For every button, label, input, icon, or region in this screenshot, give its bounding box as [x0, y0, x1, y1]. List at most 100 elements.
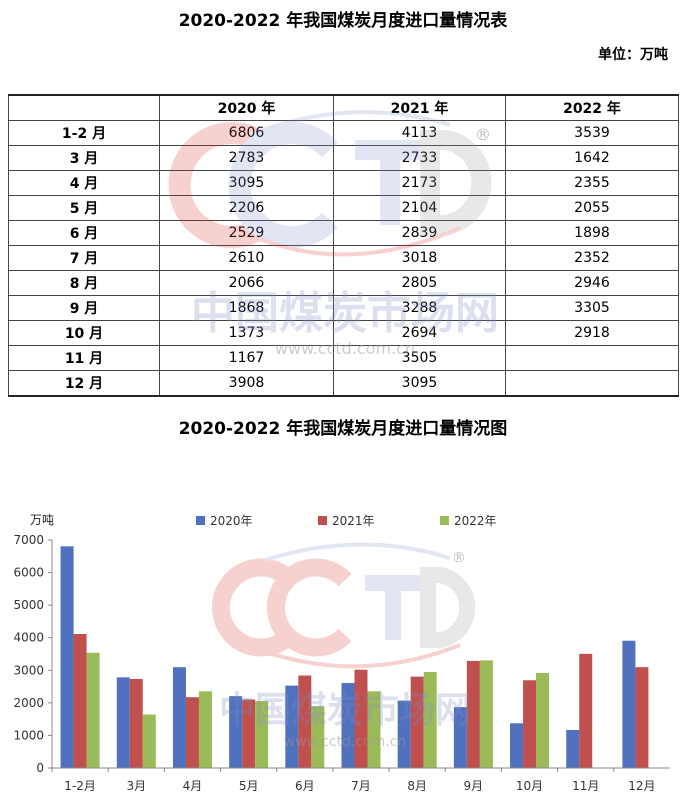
bar-2021年-5月: [242, 699, 256, 768]
value-cell-2021: 2173: [333, 170, 506, 196]
month-cell: 10 月: [8, 320, 160, 346]
month-cell: 8 月: [8, 270, 160, 296]
value-cell-2021: 2733: [333, 145, 506, 171]
bar-2022年-4月: [198, 691, 212, 768]
x-tick-label: 8月: [407, 779, 427, 793]
value-cell-2022: 1642: [505, 145, 679, 171]
bar-2020年-9月: [453, 707, 467, 768]
header-cell-2020: 2020 年: [159, 94, 334, 121]
month-cell: 5 月: [8, 195, 160, 221]
bar-2022年-10月: [536, 672, 550, 768]
value-cell-2020: 2783: [159, 145, 334, 171]
value-cell-2022: [505, 370, 679, 397]
bar-2021年-9月: [466, 660, 480, 768]
table-row: 12 月 3908 3095: [8, 370, 679, 397]
y-tick-label: 5000: [13, 598, 44, 612]
table-row: 1-2 月 6806 4113 3539: [8, 120, 679, 146]
bar-2020年-8月: [397, 700, 411, 768]
value-cell-2022: 2352: [505, 245, 679, 271]
value-cell-2020: 3095: [159, 170, 334, 196]
table-title: 2020-2022 年我国煤炭月度进口量情况表: [178, 11, 508, 31]
header-cell-2021: 2021 年: [333, 94, 506, 121]
x-tick-label: 11月: [572, 779, 599, 793]
value-cell-2020: 3908: [159, 370, 334, 397]
x-tick-label: 10月: [516, 779, 543, 793]
bar-2020年-6月: [285, 685, 299, 768]
bar-2022年-7月: [367, 691, 381, 768]
bar-2021年-10月: [523, 680, 537, 768]
x-tick-label: 1-2月: [64, 779, 96, 793]
chart-watermark-swoosh-lower: [259, 643, 461, 669]
bar-2021年-12月: [635, 667, 649, 768]
legend-label: 2020年: [210, 514, 253, 528]
bar-2020年-10月: [510, 723, 524, 768]
legend-label: 2021年: [332, 514, 375, 528]
value-cell-2020: 2066: [159, 270, 334, 296]
bar-2021年-11月: [579, 653, 593, 768]
value-cell-2020: 1373: [159, 320, 334, 346]
y-tick-label: 3000: [13, 663, 44, 677]
bar-2022年-6月: [311, 706, 325, 768]
value-cell-2020: 2529: [159, 220, 334, 246]
value-cell-2022: 3539: [505, 120, 679, 146]
table-row: 4 月 3095 2173 2355: [8, 170, 679, 196]
bar-2020年-7月: [341, 682, 355, 768]
value-cell-2022: 2355: [505, 170, 679, 196]
value-cell-2021: 2104: [333, 195, 506, 221]
value-cell-2020: 2610: [159, 245, 334, 271]
value-cell-2020: 6806: [159, 120, 334, 146]
y-tick-label: 0: [36, 761, 44, 775]
bar-2022年-3月: [142, 714, 156, 768]
month-cell: 11 月: [8, 345, 160, 371]
month-cell: 7 月: [8, 245, 160, 271]
y-tick-label: 4000: [13, 631, 44, 645]
table-row: 3 月 2783 2733 1642: [8, 145, 679, 171]
x-axis: 1-2月 3月 4月 5月 6月 7月 8月 9月 10月 11月 12月: [51, 767, 670, 793]
value-cell-2021: 3505: [333, 345, 506, 371]
table-row: 6 月 2529 2839 1898: [8, 220, 679, 246]
chart-title: 2020-2022 年我国煤炭月度进口量情况图: [178, 419, 508, 439]
bar-2022年-8月: [423, 672, 437, 768]
table-row: 9 月 1868 3288 3305: [8, 295, 679, 321]
unit-label: 单位：万吨: [598, 47, 668, 63]
chart-watermark-c1-shape: [212, 558, 297, 657]
chart-watermark-logo: [212, 542, 476, 669]
table-row: 10 月 1373 2694 2918: [8, 320, 679, 346]
bar-2021年-3月: [129, 678, 143, 768]
header-cell-2022: 2022 年: [505, 94, 679, 121]
chart-watermark-t-stem: [385, 575, 401, 640]
value-cell-2022: 2055: [505, 195, 679, 221]
chart-watermark-registered: ®: [452, 550, 466, 566]
value-cell-2021: 2839: [333, 220, 506, 246]
month-cell: 4 月: [8, 170, 160, 196]
y-axis-label: 万吨: [30, 513, 54, 527]
legend-swatch: [196, 516, 205, 525]
value-cell-2022: 1898: [505, 220, 679, 246]
bar-2020年-12月: [622, 640, 636, 768]
bar-2022年-5月: [255, 701, 269, 768]
value-cell-2020: 1167: [159, 345, 334, 371]
month-cell: 6 月: [8, 220, 160, 246]
value-cell-2022: 3305: [505, 295, 679, 321]
value-cell-2021: 2805: [333, 270, 506, 296]
y-axis: 0 1000 2000 3000 4000 5000 6000 7000: [13, 533, 53, 775]
table-row: 8 月 2066 2805 2946: [8, 270, 679, 296]
bar-2022年-9月: [479, 660, 493, 768]
month-cell: 12 月: [8, 370, 160, 397]
chart-bars: [60, 546, 649, 768]
legend-swatch: [318, 516, 327, 525]
value-cell-2022: 2918: [505, 320, 679, 346]
bar-chart: 万吨 2020年 2021年 2022年 0 1000 2000 3000 4000 5000…: [13, 513, 670, 793]
y-tick-label: 7000: [13, 533, 44, 547]
chart-watermark-d-shape: [420, 567, 476, 648]
x-tick-label: 4月: [183, 779, 203, 793]
value-cell-2021: 3018: [333, 245, 506, 271]
month-cell: 1-2 月: [8, 120, 160, 146]
bar-2021年-6月: [298, 675, 312, 768]
x-tick-label: 12月: [628, 779, 655, 793]
value-cell-2020: 2206: [159, 195, 334, 221]
x-tick-label: 7月: [351, 779, 371, 793]
x-tick-label: 9月: [464, 779, 484, 793]
y-tick-label: 2000: [13, 696, 44, 710]
value-cell-2021: 3095: [333, 370, 506, 397]
